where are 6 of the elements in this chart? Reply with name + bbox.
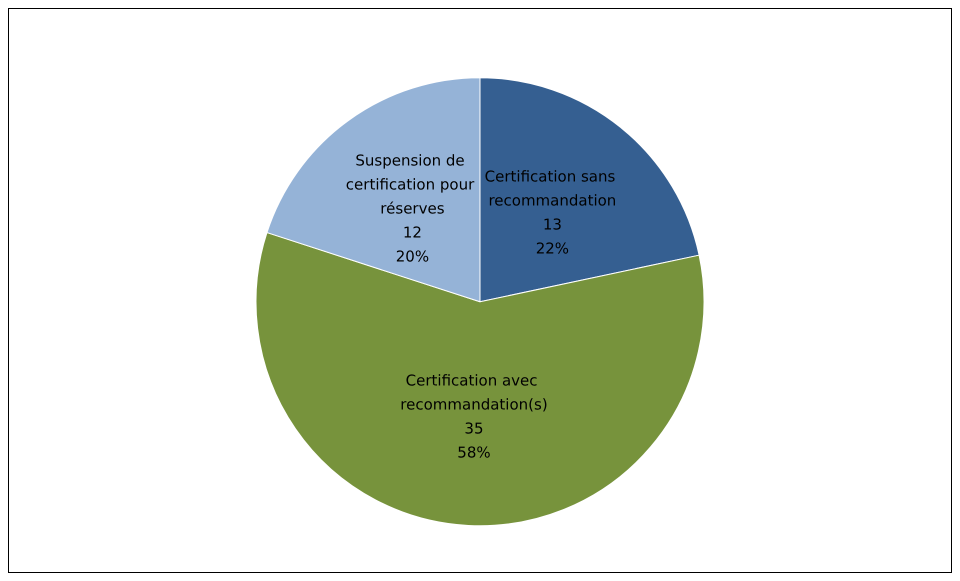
data-label: 13 22%: [536, 215, 570, 258]
data-label: 35 58%: [457, 420, 491, 462]
slice-label: Certification avec recommandation(s): [400, 372, 548, 414]
slice-label: Certification sans recommandation: [484, 167, 620, 210]
data-label: 12 20%: [396, 224, 430, 266]
slice-label: Suspension de certification pour réserves: [346, 152, 480, 218]
